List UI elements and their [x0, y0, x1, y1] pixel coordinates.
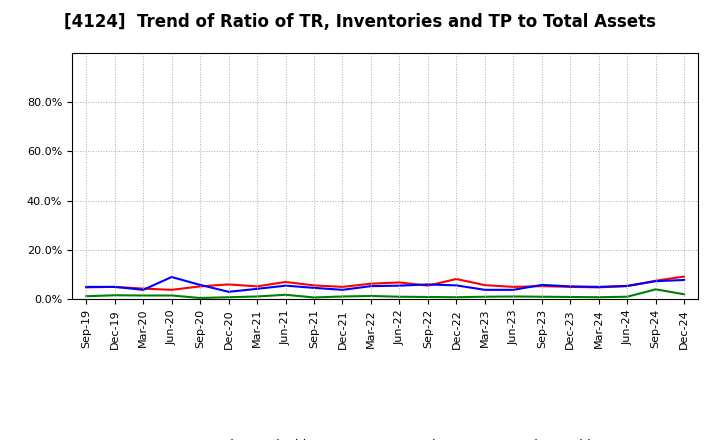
Trade Receivables [225, 282, 233, 287]
Inventories [537, 282, 546, 288]
Trade Receivables [167, 287, 176, 293]
Trade Payables [282, 292, 290, 297]
Trade Payables [310, 295, 318, 300]
Inventories [282, 283, 290, 288]
Trade Receivables [196, 284, 204, 289]
Trade Receivables [623, 283, 631, 289]
Inventories [509, 287, 518, 293]
Trade Receivables [310, 283, 318, 288]
Trade Payables [509, 294, 518, 299]
Trade Payables [167, 293, 176, 298]
Line: Trade Receivables: Trade Receivables [86, 276, 684, 290]
Trade Receivables [338, 284, 347, 290]
Inventories [110, 284, 119, 290]
Trade Payables [253, 294, 261, 299]
Trade Receivables [82, 285, 91, 290]
Inventories [652, 279, 660, 284]
Trade Receivables [537, 283, 546, 289]
Trade Payables [366, 293, 375, 299]
Trade Receivables [139, 286, 148, 291]
Inventories [566, 284, 575, 289]
Inventories [480, 287, 489, 293]
Trade Payables [395, 294, 404, 299]
Inventories [423, 282, 432, 287]
Trade Receivables [452, 276, 461, 282]
Trade Payables [623, 294, 631, 299]
Trade Payables [652, 287, 660, 292]
Trade Payables [480, 294, 489, 299]
Inventories [139, 287, 148, 293]
Line: Trade Payables: Trade Payables [86, 290, 684, 298]
Inventories [225, 289, 233, 294]
Trade Payables [196, 295, 204, 301]
Trade Payables [139, 293, 148, 298]
Trade Receivables [509, 284, 518, 290]
Trade Receivables [282, 279, 290, 285]
Inventories [623, 283, 631, 289]
Trade Payables [452, 295, 461, 300]
Trade Payables [110, 293, 119, 298]
Inventories [366, 283, 375, 289]
Trade Receivables [110, 284, 119, 290]
Inventories [395, 283, 404, 288]
Inventories [310, 285, 318, 290]
Trade Receivables [480, 282, 489, 288]
Trade Payables [338, 294, 347, 299]
Trade Receivables [566, 284, 575, 290]
Inventories [167, 275, 176, 280]
Line: Inventories: Inventories [86, 277, 684, 292]
Trade Payables [595, 295, 603, 300]
Trade Payables [537, 294, 546, 299]
Legend: Trade Receivables, Inventories, Trade Payables: Trade Receivables, Inventories, Trade Pa… [161, 433, 610, 440]
Inventories [196, 282, 204, 288]
Trade Receivables [680, 274, 688, 279]
Inventories [82, 284, 91, 290]
Inventories [680, 277, 688, 282]
Text: [4124]  Trend of Ratio of TR, Inventories and TP to Total Assets: [4124] Trend of Ratio of TR, Inventories… [64, 13, 656, 31]
Inventories [253, 286, 261, 291]
Trade Receivables [652, 278, 660, 283]
Trade Payables [566, 294, 575, 300]
Trade Receivables [595, 285, 603, 290]
Inventories [595, 284, 603, 290]
Trade Receivables [395, 280, 404, 285]
Trade Receivables [253, 284, 261, 289]
Inventories [338, 287, 347, 293]
Trade Receivables [366, 281, 375, 286]
Trade Payables [680, 292, 688, 297]
Trade Receivables [423, 283, 432, 288]
Trade Payables [423, 294, 432, 300]
Trade Payables [225, 295, 233, 300]
Inventories [452, 283, 461, 288]
Trade Payables [82, 293, 91, 299]
